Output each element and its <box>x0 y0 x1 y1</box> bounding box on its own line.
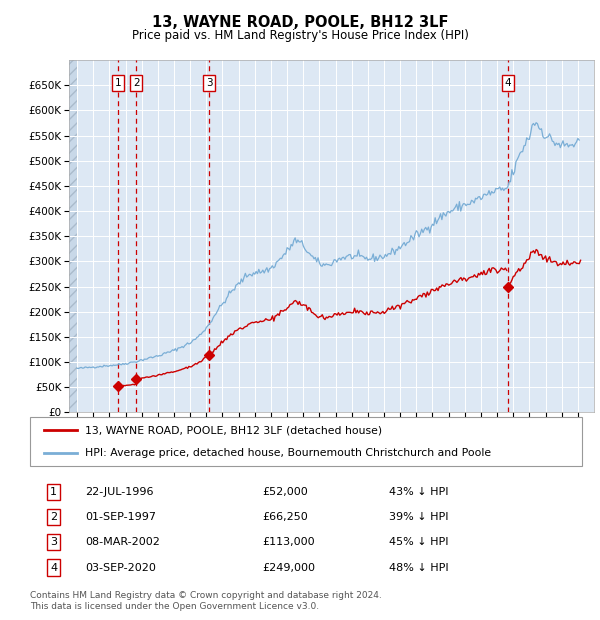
Text: 4: 4 <box>505 78 511 88</box>
FancyBboxPatch shape <box>30 417 582 466</box>
Text: This data is licensed under the Open Government Licence v3.0.: This data is licensed under the Open Gov… <box>30 602 319 611</box>
Text: 22-JUL-1996: 22-JUL-1996 <box>85 487 154 497</box>
Text: £52,000: £52,000 <box>262 487 308 497</box>
Text: 13, WAYNE ROAD, POOLE, BH12 3LF (detached house): 13, WAYNE ROAD, POOLE, BH12 3LF (detache… <box>85 425 382 435</box>
Text: 45% ↓ HPI: 45% ↓ HPI <box>389 538 448 547</box>
Text: 2: 2 <box>50 512 57 522</box>
Text: 01-SEP-1997: 01-SEP-1997 <box>85 512 156 522</box>
Text: 48% ↓ HPI: 48% ↓ HPI <box>389 562 448 572</box>
Text: 1: 1 <box>50 487 57 497</box>
Text: 39% ↓ HPI: 39% ↓ HPI <box>389 512 448 522</box>
Text: 2: 2 <box>133 78 140 88</box>
Text: 4: 4 <box>50 562 57 572</box>
Text: HPI: Average price, detached house, Bournemouth Christchurch and Poole: HPI: Average price, detached house, Bour… <box>85 448 491 458</box>
Text: Contains HM Land Registry data © Crown copyright and database right 2024.: Contains HM Land Registry data © Crown c… <box>30 591 382 600</box>
Text: £249,000: £249,000 <box>262 562 315 572</box>
Text: 3: 3 <box>206 78 212 88</box>
Text: 08-MAR-2002: 08-MAR-2002 <box>85 538 160 547</box>
Text: 3: 3 <box>50 538 57 547</box>
Text: £113,000: £113,000 <box>262 538 314 547</box>
Bar <box>69 60 77 412</box>
Text: 1: 1 <box>115 78 122 88</box>
Text: 03-SEP-2020: 03-SEP-2020 <box>85 562 156 572</box>
Text: 43% ↓ HPI: 43% ↓ HPI <box>389 487 448 497</box>
Text: Price paid vs. HM Land Registry's House Price Index (HPI): Price paid vs. HM Land Registry's House … <box>131 30 469 42</box>
Text: £66,250: £66,250 <box>262 512 308 522</box>
Text: 13, WAYNE ROAD, POOLE, BH12 3LF: 13, WAYNE ROAD, POOLE, BH12 3LF <box>152 16 448 30</box>
